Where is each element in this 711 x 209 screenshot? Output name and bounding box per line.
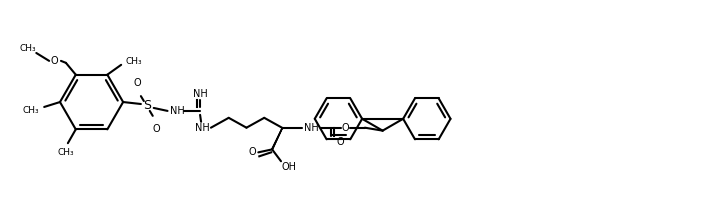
Text: O: O	[153, 124, 161, 134]
Text: NH: NH	[170, 106, 185, 116]
Text: O: O	[249, 147, 256, 157]
Text: OH: OH	[282, 162, 296, 172]
Text: NH: NH	[304, 123, 319, 133]
Text: NH: NH	[193, 89, 208, 99]
Text: NH: NH	[195, 123, 210, 133]
Text: CH₃: CH₃	[19, 43, 36, 52]
Text: CH₃: CH₃	[22, 106, 38, 115]
Text: CH₃: CH₃	[58, 148, 74, 157]
Text: O: O	[341, 123, 349, 133]
Text: S: S	[143, 99, 151, 112]
Text: CH₃: CH₃	[126, 57, 142, 66]
Text: O: O	[133, 78, 141, 88]
Text: O: O	[336, 136, 344, 147]
Text: O: O	[50, 56, 58, 66]
